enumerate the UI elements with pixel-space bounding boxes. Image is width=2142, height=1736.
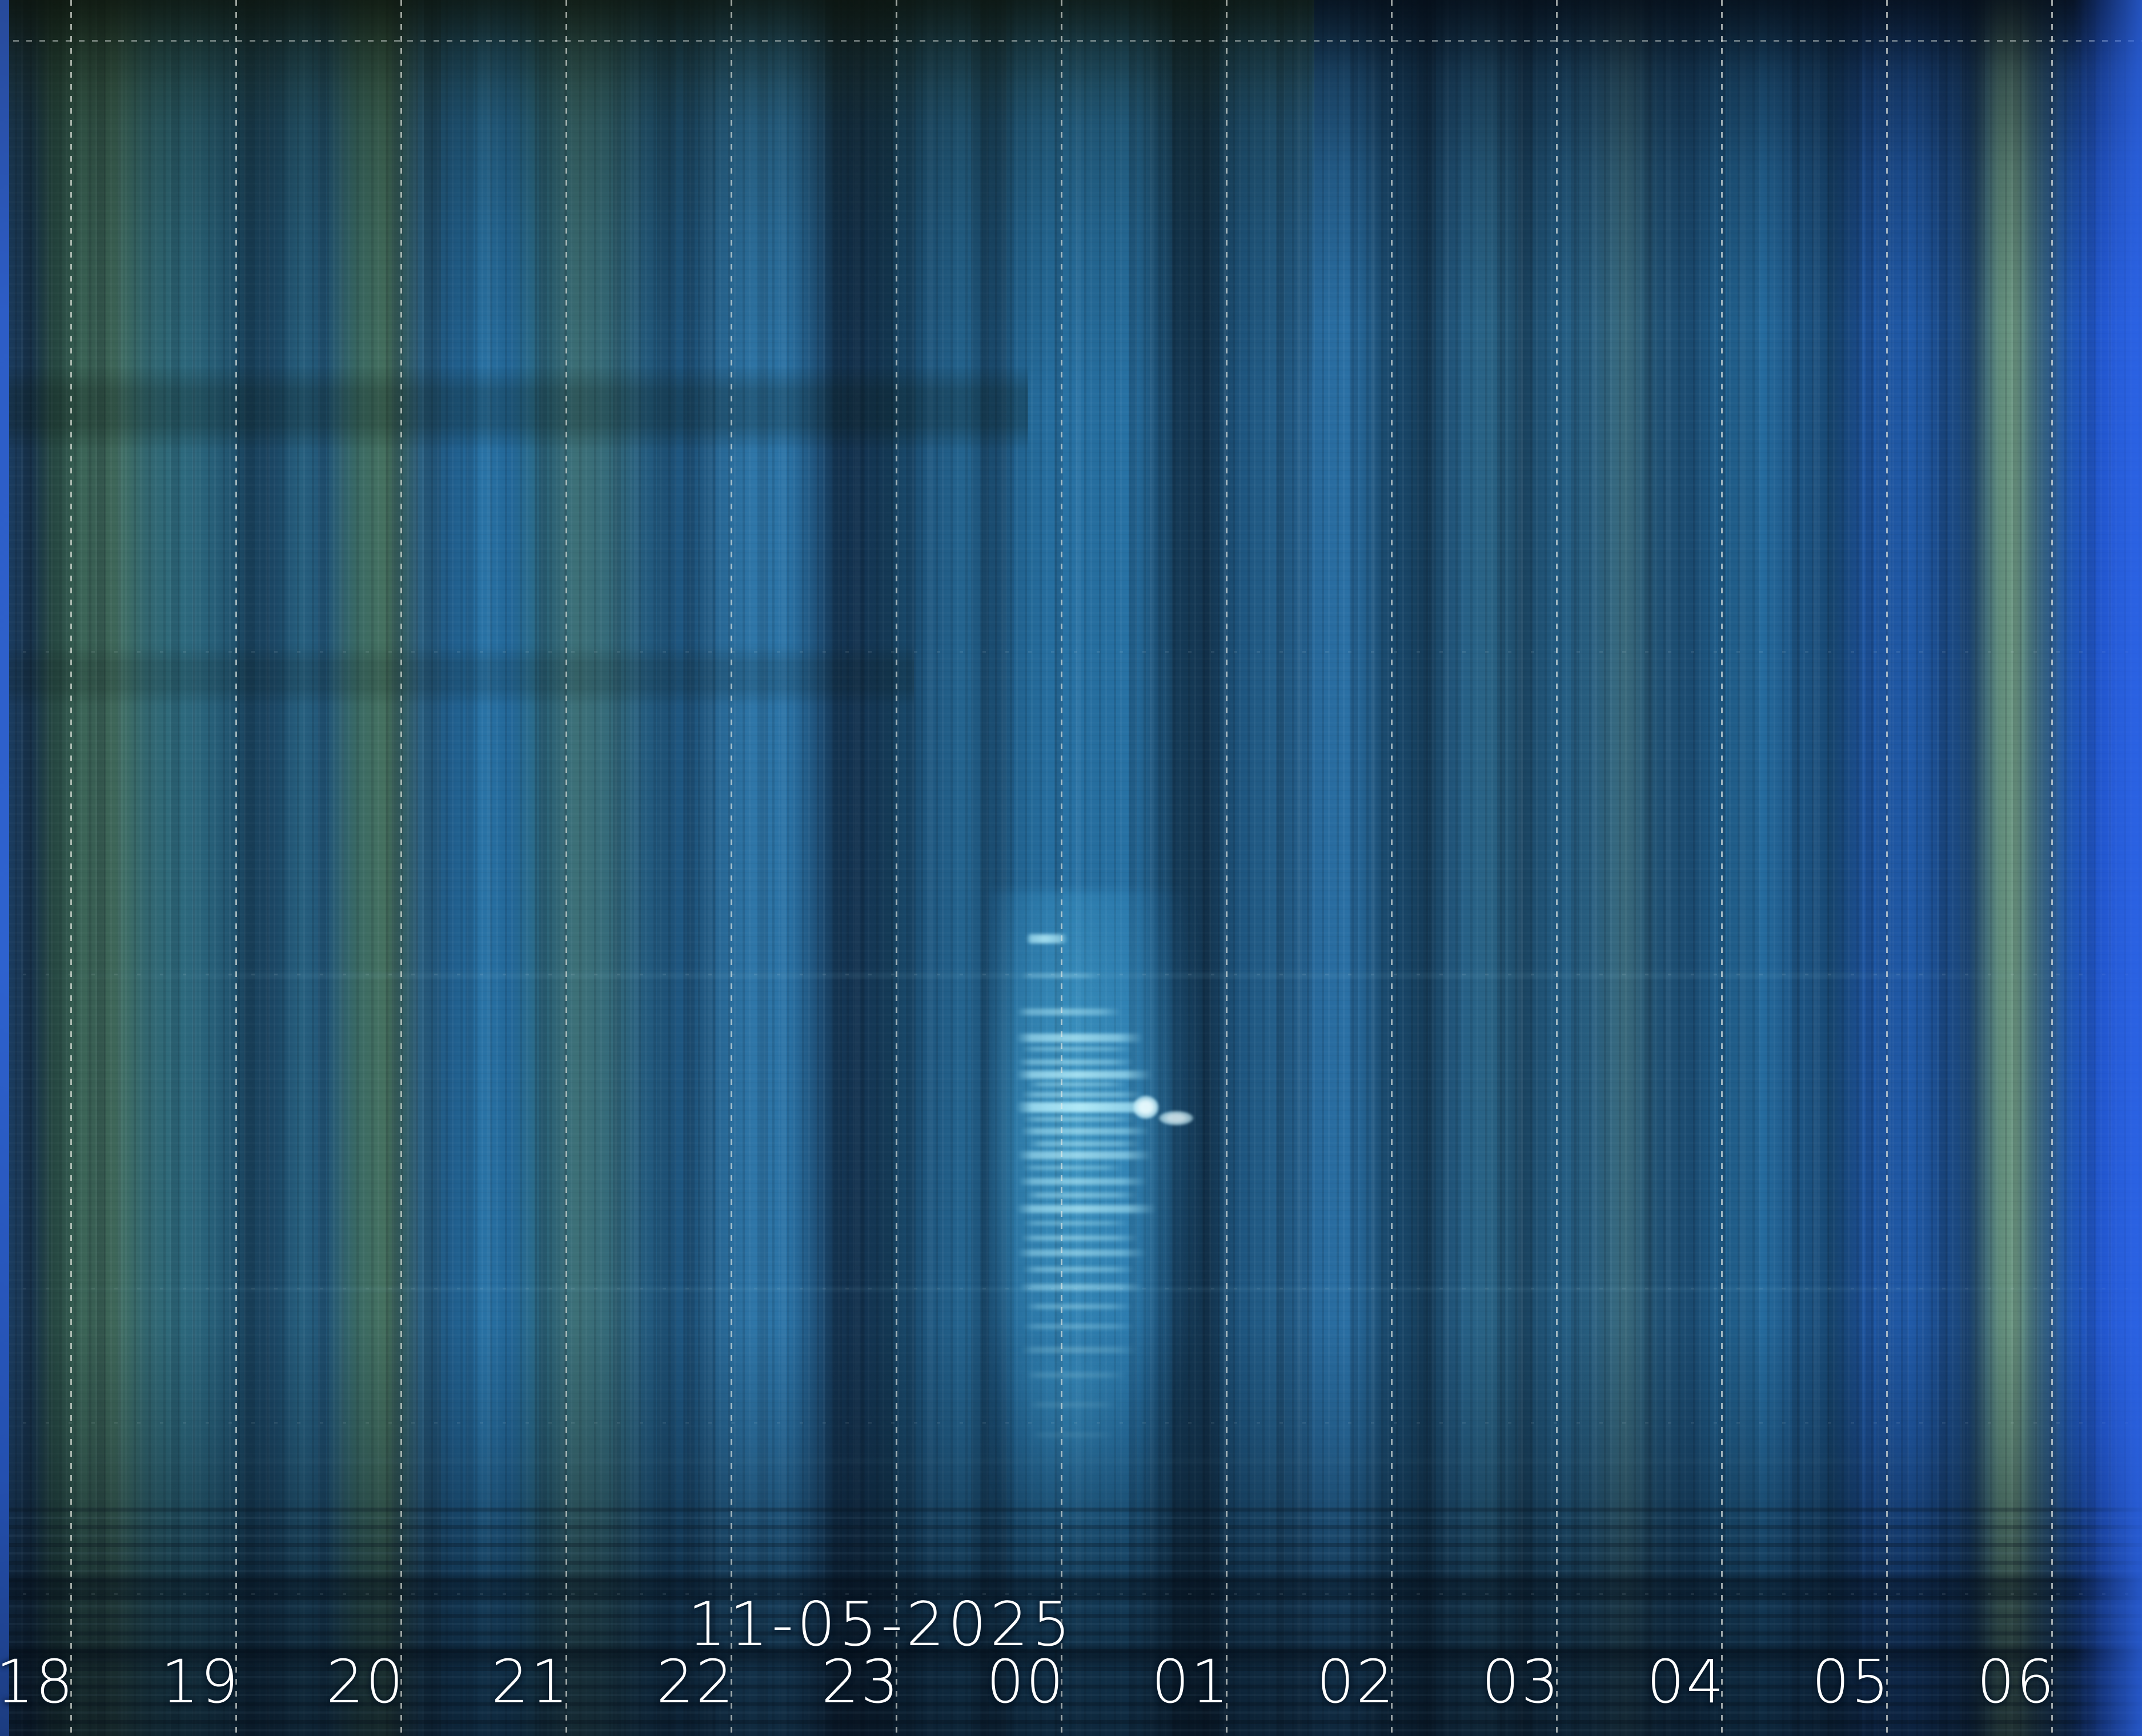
bottom-strip-texture: [0, 1508, 2142, 1736]
right-edge-blue-glow: [2073, 0, 2142, 1736]
elevation-gridline: [0, 1593, 2142, 1595]
x-axis-hour-label: 19: [161, 1647, 240, 1717]
bottom-dark-row-1: [0, 1570, 2142, 1605]
x-axis-hour-label: 21: [491, 1647, 571, 1717]
hour-gridline: [70, 0, 72, 1736]
hour-gridline: [235, 0, 237, 1736]
x-axis-hour-label: 02: [1316, 1647, 1396, 1717]
x-axis-hour-label: 00: [986, 1647, 1066, 1717]
elevation-gridline: [0, 1422, 2142, 1424]
elevation-gridline: [0, 974, 2142, 975]
hour-gridline: [400, 0, 402, 1736]
hour-gridline: [1556, 0, 1558, 1736]
hour-gridline: [565, 0, 567, 1736]
x-axis-hour-label: 22: [656, 1647, 736, 1717]
hour-gridline: [731, 0, 732, 1736]
x-axis-hour-label: 18: [0, 1647, 75, 1717]
hour-gridline: [1391, 0, 1393, 1736]
hour-gridline: [1226, 0, 1228, 1736]
hour-gridline: [2051, 0, 2053, 1736]
hour-gridline: [896, 0, 897, 1736]
x-axis-hour-label: 20: [326, 1647, 406, 1717]
hour-gridline: [1886, 0, 1888, 1736]
date-label: 11-05-2025: [687, 1589, 1074, 1659]
x-axis-hour-label: 03: [1481, 1647, 1561, 1717]
left-edge-blue-strip: [0, 0, 9, 1736]
hour-gridline: [1721, 0, 1723, 1736]
x-axis-hour-label: 01: [1151, 1647, 1231, 1717]
bottom-dark-row-2: [0, 1642, 2142, 1669]
x-axis-hour-label: 23: [821, 1647, 901, 1717]
elevation-gridline: [0, 651, 2142, 653]
x-axis-hour-label: 04: [1646, 1647, 1726, 1717]
elevation-gridline: [0, 40, 2142, 42]
x-axis-hour-label: 05: [1811, 1647, 1891, 1717]
elevation-gridline: [0, 1288, 2142, 1289]
hour-gridline: [1061, 0, 1062, 1736]
x-axis-hour-label: 06: [1976, 1647, 2056, 1717]
